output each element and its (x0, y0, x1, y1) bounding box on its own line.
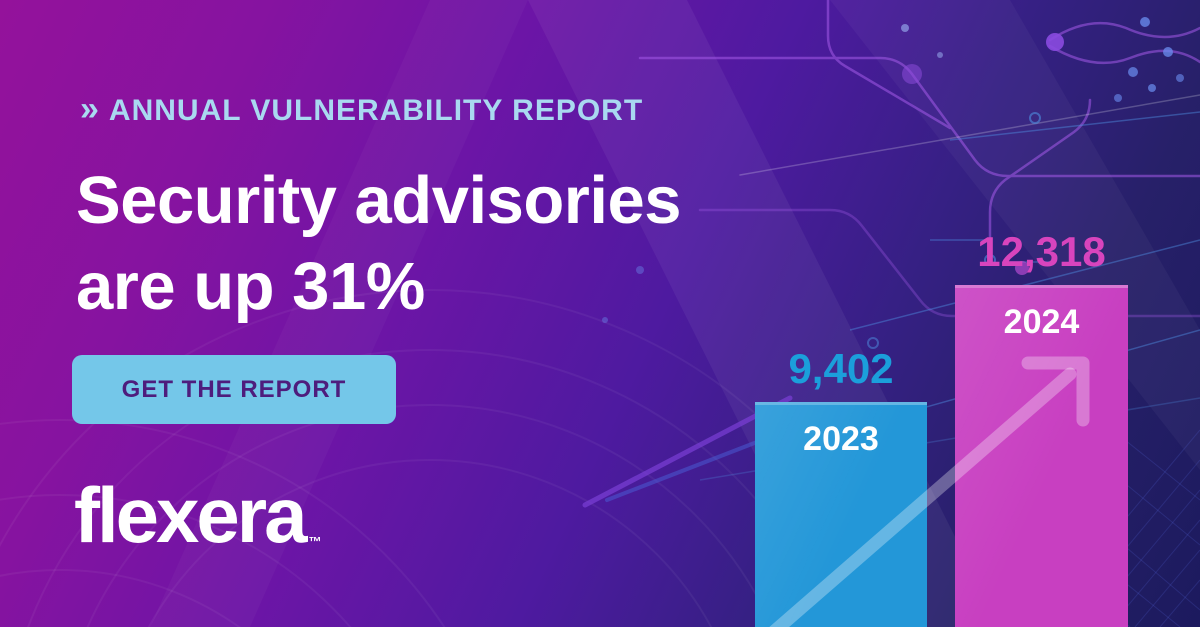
bar-2023: 2023 (755, 402, 927, 627)
bar-year-label-2024: 2024 (1003, 303, 1080, 341)
bar-year-label-2023: 2023 (803, 420, 879, 458)
flexera-logo-text: flexera (74, 471, 308, 559)
bar-group-2023: 9,402 2023 (755, 346, 927, 627)
bar-2024: 2024 (955, 285, 1128, 627)
headline-line1: Security advisories (76, 163, 681, 238)
eyebrow-label: ANNUAL VULNERABILITY REPORT (108, 94, 644, 127)
headline-line2: are up 31% (76, 249, 425, 324)
flexera-logo: flexera ™ (74, 470, 322, 583)
bar-value-2024: 12,318 (977, 228, 1106, 275)
bar-value-2023: 9,402 (788, 345, 894, 392)
trademark-symbol: ™ (308, 534, 322, 549)
double-chevron-icon: » (80, 90, 99, 128)
bar-group-2024: 12,318 2024 (955, 229, 1128, 627)
headline: Security advisories are up 31% (76, 158, 681, 330)
get-the-report-button[interactable]: GET THE REPORT (72, 355, 396, 424)
eyebrow: » ANNUAL VULNERABILITY REPORT (80, 90, 644, 128)
